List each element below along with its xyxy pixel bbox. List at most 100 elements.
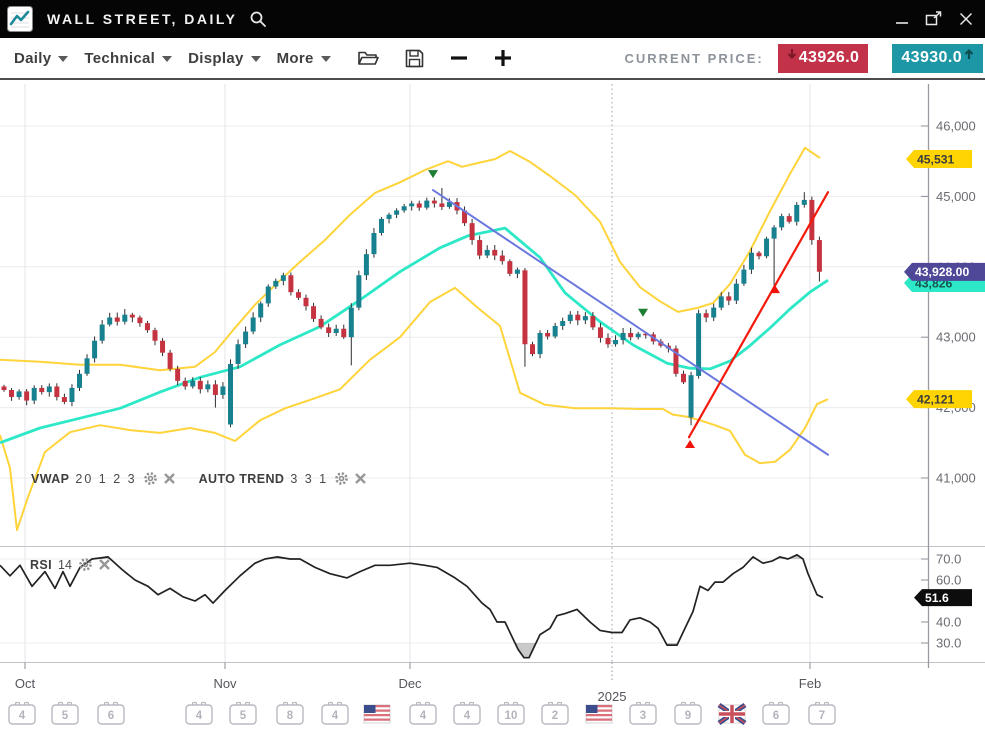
candle-body [545,332,551,337]
candle-body [160,340,166,353]
technical-menu-label: Technical [84,49,156,67]
rsi-settings-button[interactable] [78,557,93,572]
sell-price-button[interactable]: 43926.0 [777,43,869,73]
folder-open-icon [357,51,379,65]
us-flag-icon[interactable] [585,704,613,724]
chevron-down-icon [162,56,173,62]
zoom-out-button[interactable] [450,49,468,67]
svg-text:5: 5 [62,710,69,722]
arrow-up-icon [964,48,974,59]
candle-body [771,227,777,239]
calendar-event-icon[interactable]: 5 [51,701,79,725]
calendar-event-icon[interactable]: 2 [541,701,569,725]
chevron-down-icon [58,56,69,62]
rsi-pane-legend: RSI 14 [30,557,110,572]
calendar-event-icon[interactable]: 4 [185,701,213,725]
candle-body [333,328,339,333]
candle-body [718,296,724,308]
close-icon [99,559,110,570]
calendar-event-icon[interactable]: 9 [674,701,702,725]
candle-body [424,200,430,208]
arrow-down-icon [787,49,796,60]
candle-body [228,363,233,425]
candle-body [688,375,694,418]
candle-body [235,344,241,364]
candle-body [794,204,800,222]
sell-price-value: 43926.0 [798,49,860,66]
calendar-event-icon[interactable]: 10 [497,701,525,725]
rsi-remove-button[interactable] [99,559,110,570]
zoom-in-button[interactable] [494,49,512,67]
auto-trend-params: 3 3 1 [290,471,329,486]
rsi-tick-label: 60.0 [936,573,961,588]
candle-body [348,307,354,338]
rsi-axis-tag-value: 51.6 [925,591,949,605]
month-label: 2025 [598,689,627,704]
candle-body [273,280,279,287]
candle-body [258,303,264,318]
main-pane-legend: VWAP 20 1 2 3 AUTO TREND 3 3 1 [31,471,366,486]
uk-flag-icon[interactable] [717,702,747,726]
price-axis-tag [906,150,972,169]
candle-body [416,203,422,208]
candle-body [446,202,452,207]
calendar-event-icon[interactable]: 4 [409,701,437,725]
svg-text:4: 4 [332,710,339,722]
vwap-settings-button[interactable] [143,471,158,486]
candle-body [522,270,528,345]
candle-body [597,327,603,338]
display-menu[interactable]: Display [188,49,261,67]
calendar-event-icon[interactable]: 8 [276,701,304,725]
candle-body [114,317,120,322]
candle-body [107,317,113,325]
candle-body [31,387,37,401]
calendar-event-icon[interactable]: 7 [808,701,836,725]
candle-body [9,390,15,398]
candle-body [318,318,324,328]
candle-body [696,313,702,376]
chart-canvas[interactable]: 46,00045,00044,00043,00042,00041,00070.0… [0,80,985,732]
candle-body [250,317,256,332]
sell-signal-marker [428,170,438,179]
candle-body [779,216,785,228]
search-icon[interactable] [249,10,267,28]
candle-body [220,386,226,395]
calendar-event-icon[interactable]: 4 [321,701,349,725]
calendar-event-icon[interactable]: 5 [229,701,257,725]
close-button[interactable] [953,8,979,30]
save-chart-button[interactable] [405,49,424,68]
vwap-remove-button[interactable] [163,473,175,484]
candle-body [643,333,649,336]
calendar-event-icon[interactable]: 4 [453,701,481,725]
calendar-event-icon[interactable]: 6 [97,701,125,725]
buy-price-button[interactable]: 43930.0 [892,43,983,73]
candle-body [61,397,67,402]
candle-body [560,321,566,326]
rsi-line [0,553,824,659]
minimize-button[interactable] [889,8,915,30]
calendar-event-icon[interactable]: 4 [8,701,36,725]
candle-body [628,332,634,338]
us-flag-icon[interactable] [363,704,391,724]
timeframe-menu[interactable]: Daily [14,50,69,67]
auto-trend-remove-button[interactable] [355,473,366,484]
save-icon [405,49,423,67]
calendar-event-icon[interactable]: 3 [629,701,657,725]
auto-trend-settings-button[interactable] [334,471,349,486]
popout-button[interactable] [921,8,947,30]
calendar-event-icon[interactable]: 6 [762,701,790,725]
display-menu-label: Display [188,49,244,67]
svg-text:4: 4 [196,710,203,722]
candle-body [288,275,294,293]
candle-body [190,380,196,387]
technical-menu[interactable]: Technical [84,49,173,67]
more-menu[interactable]: More [277,50,331,67]
candle-body [613,340,619,345]
app-logo-icon [7,6,33,32]
month-label: Dec [398,676,422,691]
price-tick-label: 41,000 [936,471,976,486]
candle-body [311,306,317,319]
open-chart-button[interactable] [357,49,379,67]
month-label: Nov [213,676,237,691]
candle-body [605,337,611,345]
